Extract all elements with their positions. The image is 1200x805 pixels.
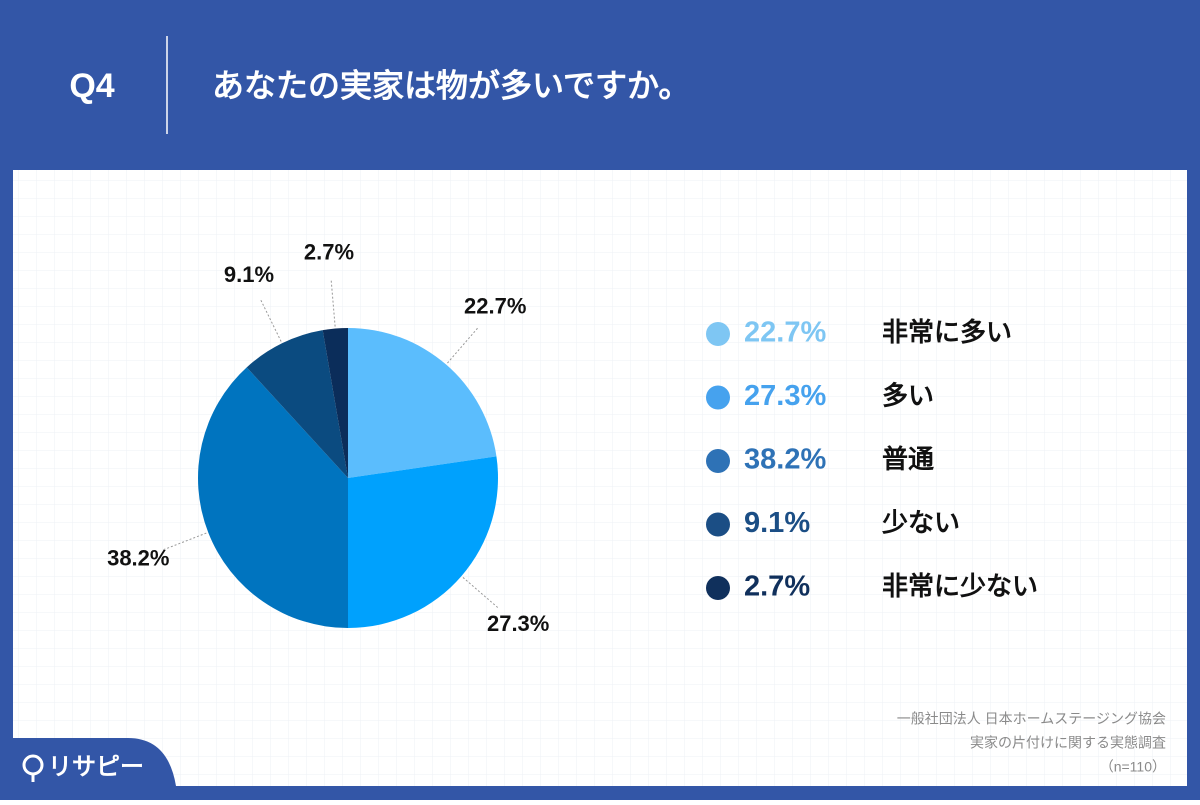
pie-slice: [197, 367, 348, 628]
legend-value: 9.1%: [744, 507, 810, 539]
legend-value: 27.3%: [744, 380, 826, 412]
data-label: 2.7%: [304, 240, 354, 265]
brand: リサピー: [48, 753, 144, 780]
legend-label: 少ない: [881, 507, 960, 537]
pie-slice: [348, 328, 497, 478]
question-label: Q4: [69, 67, 114, 105]
pie-slice: [322, 328, 348, 478]
source-note: （n=110）: [1100, 759, 1166, 775]
legend-marker: [706, 449, 730, 473]
data-label: 38.2%: [107, 545, 169, 570]
legend-label: 普通: [882, 444, 934, 474]
panel-grid: [13, 170, 1187, 786]
legend-marker: [706, 512, 730, 537]
data-label: 22.7%: [464, 294, 526, 319]
pie-slice: [246, 330, 348, 478]
legend-marker: [706, 576, 730, 600]
chart-title: あなたの実家は物が多いですか。: [212, 67, 690, 103]
legend-value: 38.2%: [744, 444, 826, 476]
source-note: 実家の片付けに関する実態調査: [970, 735, 1166, 751]
legend-value: 2.7%: [744, 571, 810, 603]
source-note: 一般社団法人 日本ホームステージング協会: [897, 711, 1166, 727]
legend-label: 非常に少ない: [882, 571, 1038, 601]
legend-marker: [706, 385, 730, 410]
data-label: 9.1%: [224, 262, 274, 287]
pie-slice: [348, 456, 499, 628]
legend-marker: [706, 322, 730, 346]
legend-label: 非常に多い: [882, 317, 1012, 347]
data-label: 27.3%: [487, 611, 549, 636]
brand-tab: [0, 738, 176, 800]
legend-value: 22.7%: [744, 317, 826, 349]
chart: 22.7% 27.3% 38.2% 9.1% 2.7% 22.7% 非常に多い 27.3% 多い…: [107, 240, 1166, 775]
legend-label: 多い: [882, 380, 934, 410]
